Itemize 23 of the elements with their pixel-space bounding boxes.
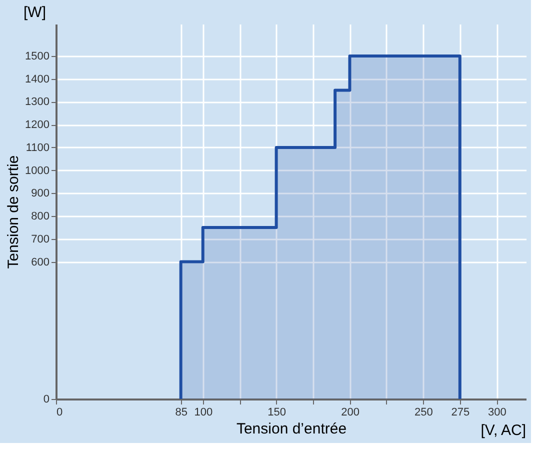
y-tick-label: 800 [31,210,50,223]
y-tick-label: 1400 [25,73,50,86]
x-axis-title: Tension d’entrée [236,420,347,438]
x-tick-label: 250 [414,406,433,418]
x-tick-label: 100 [194,406,213,418]
x-tick-label: 275 [451,406,470,418]
text: [V, AC] [480,422,526,439]
y-tick-label: 700 [31,233,50,246]
y-tick-label: 1200 [25,119,50,132]
y-tick-label: 1100 [26,142,50,154]
y-tick-label: 1000 [25,164,50,177]
y-tick-label: 600 [31,256,50,268]
x-tick-label: 150 [268,406,286,418]
y-tick-label: 1500 [25,50,50,63]
x-tick-label: 300 [488,406,506,418]
y-tick-label: 0 [43,394,50,406]
x-tick-label: 85 [175,406,188,418]
y-axis-title: Tension de sortie [5,155,22,269]
y-tick-label: 1300 [25,96,50,108]
x-tick-label: 0 [56,406,63,418]
text: [W] [24,4,46,21]
x-tick-label: 200 [341,406,360,418]
y-tick-label: 900 [31,188,50,200]
